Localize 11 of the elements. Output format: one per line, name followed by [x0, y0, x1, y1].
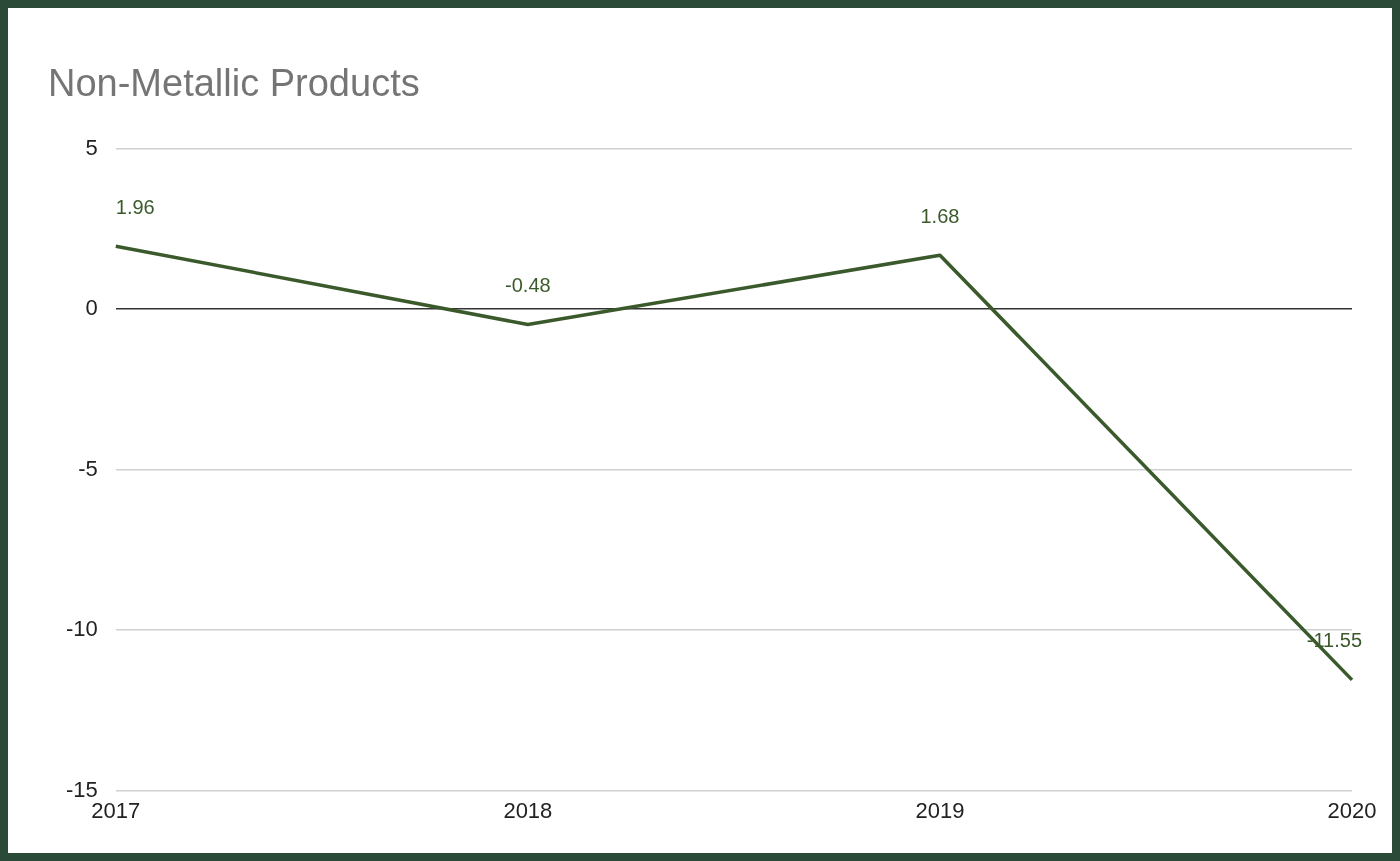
x-tick-label: 2020 [1327, 797, 1377, 823]
chart-title: Non-Metallic Products [48, 62, 420, 105]
y-tick-label: 0 [85, 295, 98, 321]
y-tick-label: -10 [66, 616, 98, 642]
y-tick-label: -5 [78, 455, 98, 481]
x-tick-label: 2019 [915, 797, 965, 823]
data-label: 1.96 [115, 195, 155, 218]
x-tick-label: 2018 [503, 797, 553, 823]
data-label: 1.68 [920, 204, 960, 227]
data-label: -0.48 [505, 274, 551, 297]
y-tick-label: 5 [85, 134, 98, 160]
